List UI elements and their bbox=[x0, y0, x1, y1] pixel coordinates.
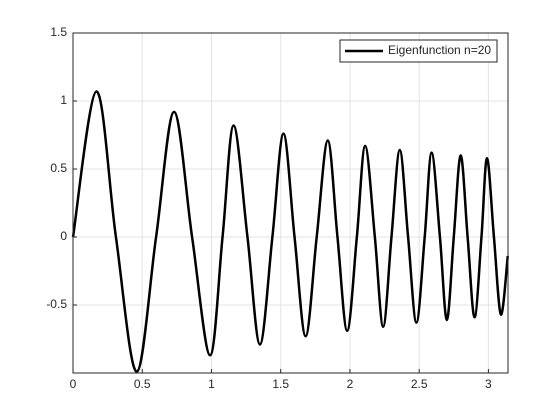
x-tick-label: 3 bbox=[485, 377, 492, 391]
x-tick-label: 2.5 bbox=[411, 377, 428, 391]
legend-box bbox=[339, 39, 498, 63]
y-tick-label: -0.5 bbox=[46, 297, 67, 311]
x-tick-label: 0 bbox=[70, 377, 77, 391]
x-tick-label: 1.5 bbox=[272, 377, 289, 391]
legend-label: Eigenfunction n=20 bbox=[388, 43, 491, 57]
y-tick-label: 0.5 bbox=[50, 161, 67, 175]
x-tick-label: 2 bbox=[347, 377, 354, 391]
axes-box bbox=[72, 32, 509, 374]
y-tick-label: 1 bbox=[60, 93, 67, 107]
x-tick-label: 0.5 bbox=[134, 377, 151, 391]
data-line bbox=[71, 90, 510, 373]
y-tick-label: 0 bbox=[60, 229, 67, 243]
x-tick-label: 1 bbox=[208, 377, 215, 391]
y-tick-label: 1.5 bbox=[50, 25, 67, 39]
